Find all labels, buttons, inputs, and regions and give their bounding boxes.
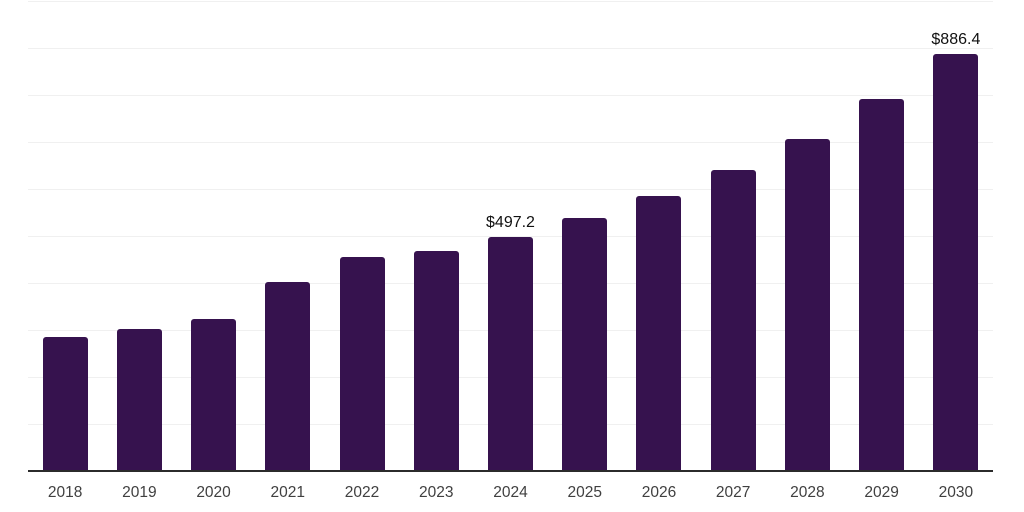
bar-2030	[933, 54, 979, 471]
bar-2020	[191, 319, 237, 471]
bar-2021	[265, 282, 311, 471]
x-tick-2023: 2023	[419, 484, 454, 501]
band-2018	[28, 1, 102, 471]
x-tick-2030: 2030	[938, 484, 974, 501]
x-tick-2021: 2021	[270, 484, 306, 501]
x-tick-2024: 2024	[493, 484, 528, 501]
x-tick-2018: 2018	[47, 484, 83, 501]
bar-2026	[636, 195, 682, 471]
x-tick-2020: 2020	[196, 484, 231, 501]
gridline-900	[28, 48, 993, 49]
bar-2028	[784, 138, 830, 471]
bar-2023	[413, 251, 459, 471]
bar-2024	[487, 237, 533, 471]
x-tick-2029: 2029	[864, 484, 899, 501]
band-2029	[845, 1, 919, 471]
x-tick-2028: 2028	[790, 484, 825, 501]
gridline-1000	[28, 1, 993, 2]
band-2019	[102, 1, 176, 471]
bar-2025	[562, 218, 608, 471]
data-label-2030: $886.4	[931, 31, 981, 49]
gridline-800	[28, 95, 993, 96]
bar-2019	[116, 329, 162, 471]
band-2028	[770, 1, 844, 471]
gridline-600	[28, 189, 993, 190]
bar-2029	[859, 98, 905, 471]
band-2020	[176, 1, 250, 471]
data-label-2024: $497.2	[486, 214, 535, 232]
band-2026	[622, 1, 696, 471]
x-tick-2019: 2019	[122, 484, 157, 501]
plot-area: $497.2 $886.4	[28, 1, 993, 471]
gridline-700	[28, 142, 993, 143]
x-tick-2025: 2025	[567, 484, 602, 501]
x-tick-2022: 2022	[344, 484, 380, 501]
bar-2018	[42, 337, 88, 471]
x-axis-labels: 2018 2019 2020 2021 2022 2023 2024 2025 2026 2027…	[28, 483, 993, 505]
band-2030: $886.4	[919, 1, 993, 471]
x-tick-2027: 2027	[715, 484, 751, 501]
gridline-500	[28, 236, 993, 237]
bar-2027	[710, 170, 756, 471]
band-2024: $497.2	[473, 1, 547, 471]
band-2027	[696, 1, 770, 471]
band-2025	[548, 1, 622, 471]
band-2023	[399, 1, 473, 471]
bar-2022	[339, 256, 385, 471]
x-axis-line	[28, 470, 993, 472]
band-2021	[251, 1, 325, 471]
x-tick-2026: 2026	[641, 484, 677, 501]
band-2022	[325, 1, 399, 471]
